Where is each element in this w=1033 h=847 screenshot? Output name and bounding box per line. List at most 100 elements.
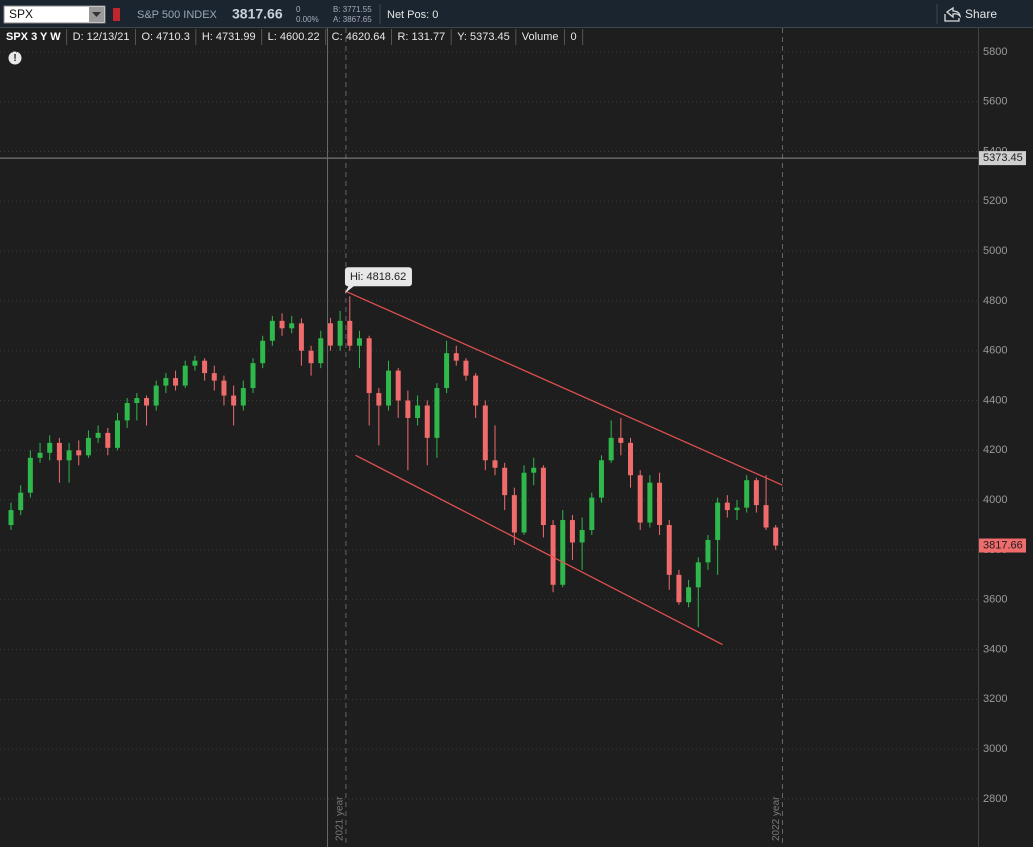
candle-body (279, 320, 285, 329)
candle-body (85, 437, 91, 456)
y-tick-label: 4200 (983, 444, 1007, 456)
candle-body (589, 497, 595, 531)
y-tick-label: 4400 (983, 394, 1007, 406)
candle-body (76, 450, 82, 456)
candle-body (356, 338, 362, 346)
status-bar: SPX 3 Y W D: 12/13/21 O: 4710.3 H: 4731.99 L… (6, 29, 584, 45)
y-tick-label: 5200 (983, 195, 1007, 207)
candle-body (366, 338, 372, 394)
y-tick-label: 3600 (983, 594, 1007, 606)
candle-body (376, 393, 382, 406)
candle-body (647, 482, 653, 523)
bid: B: 3771.55 (333, 5, 372, 14)
candle-body (579, 530, 585, 543)
candle-body (666, 525, 672, 575)
crosshair-price-box (979, 151, 1026, 166)
candle-body (540, 467, 546, 526)
candle-body (637, 475, 643, 523)
candle-body (298, 323, 304, 351)
candle-body (511, 495, 517, 533)
candle-body (444, 353, 450, 389)
candle-body (318, 338, 324, 364)
status-title: SPX 3 Y W (6, 31, 61, 43)
share-icon[interactable] (944, 6, 962, 22)
candle-body (240, 388, 246, 406)
last-price-label: 3817.66 (983, 539, 1023, 551)
candle-body (492, 460, 498, 468)
share-button[interactable]: Share (965, 7, 997, 21)
candle-body (18, 492, 24, 511)
last-price-box (979, 538, 1026, 553)
candle-body (724, 502, 730, 511)
candle-body (153, 385, 159, 406)
status-item: R: 131.77 (397, 31, 445, 43)
candle-body (482, 405, 488, 461)
candle-body (337, 320, 343, 346)
candle-body (8, 510, 14, 526)
dropdown-arrow (92, 12, 101, 17)
candle-body (202, 360, 208, 374)
candle-body (47, 442, 53, 453)
status-item: D: 12/13/21 (73, 31, 130, 43)
symbol-input[interactable] (3, 5, 106, 24)
candle-body (182, 365, 188, 386)
status-item: 0 (571, 31, 577, 43)
status-item: H: 4731.99 (202, 31, 256, 43)
candle-body (715, 502, 721, 540)
link-icon[interactable] (113, 8, 120, 21)
candle-body (66, 450, 72, 461)
candle-body (734, 507, 740, 511)
y-tick-label: 5800 (983, 46, 1007, 58)
y-tick-label: 5600 (983, 96, 1007, 108)
candle-body (453, 353, 459, 361)
symbol[interactable]: SPX (9, 7, 33, 21)
status-item: Y: 5373.45 (457, 31, 510, 43)
candle-body (598, 460, 604, 498)
alert-icon[interactable] (8, 51, 22, 65)
candle-body (560, 520, 566, 585)
ask: A: 3867.65 (333, 15, 372, 24)
candle-body (289, 323, 295, 329)
candle-body (144, 398, 150, 406)
y-tick-label: 4600 (983, 345, 1007, 357)
candle-body (173, 378, 179, 386)
hi-label: Hi: 4818.62 (350, 271, 406, 283)
candle-body (773, 527, 779, 546)
status-item: L: 4600.22 (268, 31, 320, 43)
candle-body (221, 380, 227, 396)
candle-body (114, 420, 120, 448)
y-tick-label: 4800 (983, 295, 1007, 307)
candle-body (163, 378, 169, 386)
last-price: 3817.66 (232, 6, 283, 22)
candle-body (395, 370, 401, 401)
candle-body (250, 363, 256, 389)
candle-body (618, 437, 624, 443)
y-tick-label: 3200 (983, 693, 1007, 705)
trend-line (344, 290, 783, 486)
candle-body (744, 480, 750, 508)
y-tick-label: 4000 (983, 494, 1007, 506)
net-pos: Net Pos: 0 (387, 9, 438, 21)
hi-label-box (344, 267, 412, 287)
candle-body (695, 562, 701, 588)
trend-line (355, 454, 723, 646)
candle-body (56, 442, 62, 461)
candle-body (686, 587, 692, 603)
change: 0 (296, 5, 301, 14)
change-pct: 0.00% (296, 15, 319, 24)
candle-body (386, 370, 392, 406)
candle-body (531, 467, 537, 473)
candle-body (657, 482, 663, 526)
candle-body (308, 350, 314, 364)
candle-body (550, 525, 556, 585)
candle-body (628, 442, 634, 476)
description: S&P 500 INDEX (137, 9, 218, 21)
hi-pointer (344, 285, 355, 294)
candle-body (327, 323, 333, 346)
candle-body (347, 320, 353, 346)
candle-body (211, 373, 217, 381)
candle-body (105, 432, 111, 448)
year-label: 2021 year (335, 796, 346, 841)
candle-body (424, 405, 430, 438)
